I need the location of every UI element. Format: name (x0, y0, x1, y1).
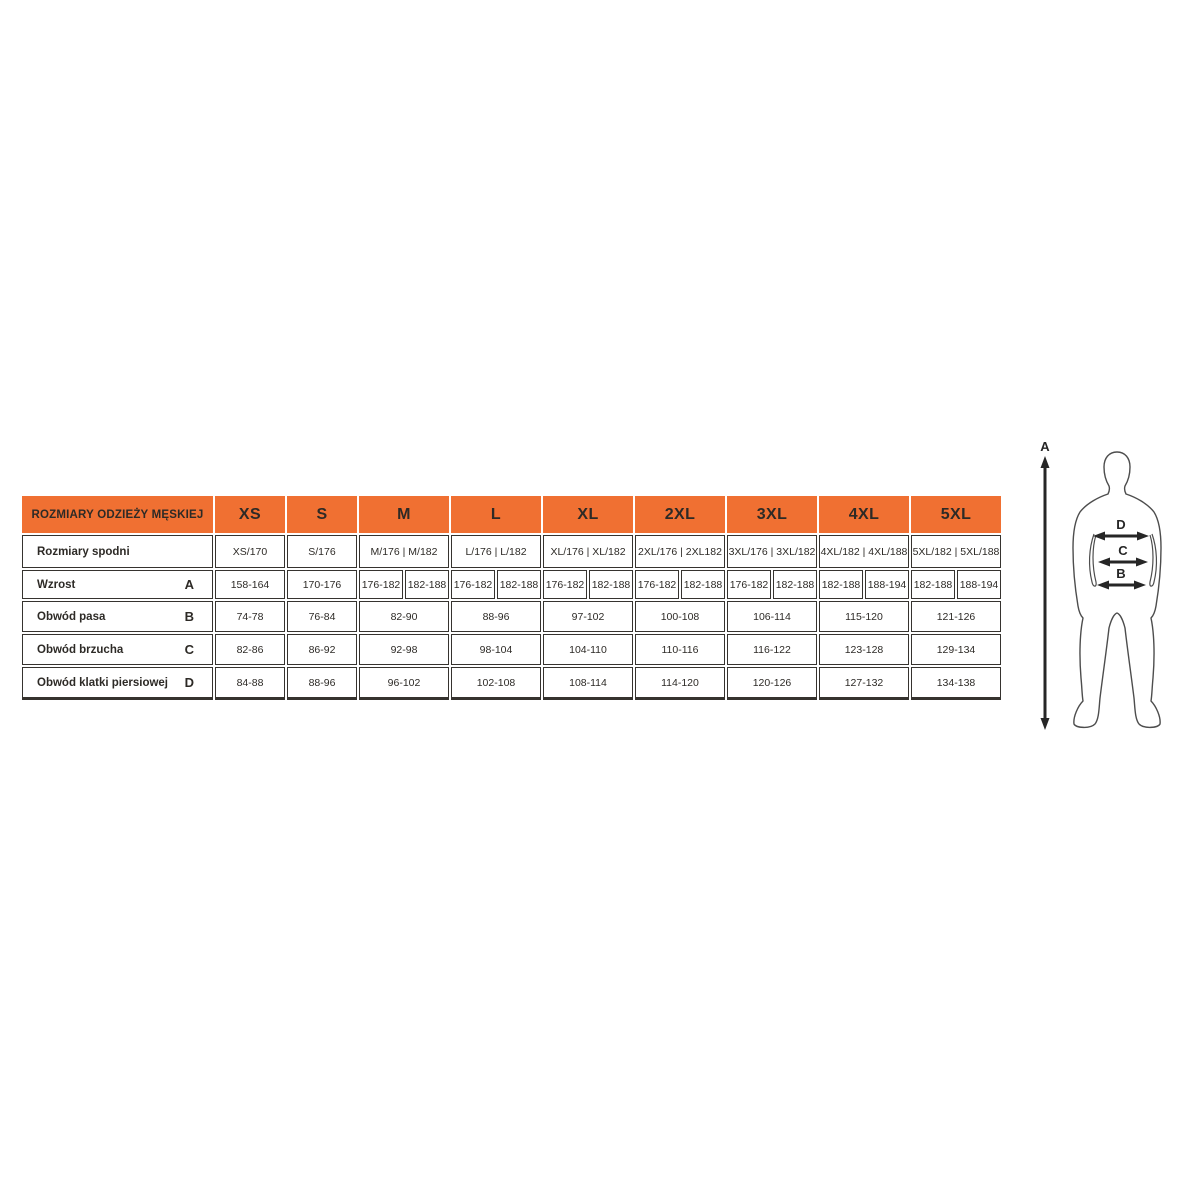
size-cell: 129-134 (911, 634, 1001, 665)
size-cell: 182-188 (405, 570, 449, 599)
size-cell: 127-132 (819, 667, 909, 700)
size-cell: 182-188 (497, 570, 541, 599)
size-cell: XL/176 | XL/182 (543, 535, 633, 568)
size-cell: 100-108 (635, 601, 725, 632)
size-cell: 176-182 (727, 570, 771, 599)
size-cell: S/176 (287, 535, 357, 568)
size-cell: 120-126 (727, 667, 817, 700)
left-hand-line (1088, 533, 1097, 587)
measure-letter: B (184, 609, 194, 624)
size-cell: 114-120 (635, 667, 725, 700)
height-arrow-a: A (1040, 439, 1050, 730)
size-cell: 123-128 (819, 634, 909, 665)
size-cell: 106-114 (727, 601, 817, 632)
height-arrow-label: A (1040, 439, 1050, 454)
measure-letter: D (184, 675, 194, 690)
row-label-cell: Wzrost A (22, 570, 213, 599)
row-label: Obwód brzucha (37, 643, 124, 656)
size-cell: 170-176 (287, 570, 357, 599)
size-header-4xl: 4XL (819, 496, 909, 533)
size-cell: 74-78 (215, 601, 285, 632)
size-cell: 176-182 (451, 570, 495, 599)
size-cell: M/176 | M/182 (359, 535, 449, 568)
size-cell: 82-86 (215, 634, 285, 665)
size-cell: 158-164 (215, 570, 285, 599)
size-header-l: L (451, 496, 541, 533)
row-belly: Obwód brzucha C 82-86 86-92 92-98 98-104… (22, 634, 1001, 665)
size-header-xl: XL (543, 496, 633, 533)
waist-arrow-b: B (1097, 566, 1146, 590)
row-waist: Obwód pasa B 74-78 76-84 82-90 88-96 97-… (22, 601, 1001, 632)
size-cell: 96-102 (359, 667, 449, 700)
size-cell: 88-96 (451, 601, 541, 632)
size-cell: 98-104 (451, 634, 541, 665)
chest-arrow-d: D (1093, 517, 1149, 541)
row-height: Wzrost A 158-164 170-176 176-182 182-188… (22, 570, 1001, 599)
size-cell: 182-188 (773, 570, 817, 599)
size-cell: 84-88 (215, 667, 285, 700)
size-cell: 2XL/176 | 2XL182 (635, 535, 725, 568)
size-cell: 188-194 (865, 570, 909, 599)
size-figure-svg: A D C B (1040, 439, 1162, 730)
table-header-row: ROZMIARY ODZIEŻY MĘSKIEJ XS S M L XL 2XL… (22, 496, 1001, 533)
size-cell: 4XL/182 | 4XL/188 (819, 535, 909, 568)
size-cell: 88-96 (287, 667, 357, 700)
measurement-figure: A D C B (1030, 436, 1180, 746)
belly-arrow-label: C (1118, 543, 1128, 558)
size-cell: XS/170 (215, 535, 285, 568)
size-cell: 188-194 (957, 570, 1001, 599)
row-chest: Obwód klatki piersiowej D 84-88 88-96 96… (22, 667, 1001, 700)
size-cell: 97-102 (543, 601, 633, 632)
row-label-cell: Obwód brzucha C (22, 634, 213, 665)
size-header-2xl: 2XL (635, 496, 725, 533)
size-cell: 182-188 (911, 570, 955, 599)
size-cell: 92-98 (359, 634, 449, 665)
row-label-cell: Rozmiary spodni (22, 535, 213, 568)
row-label: Wzrost (37, 578, 76, 591)
row-label: Obwód klatki piersiowej (37, 676, 169, 689)
chest-arrow-label: D (1116, 517, 1125, 532)
size-cell: 182-188 (589, 570, 633, 599)
size-cell: 102-108 (451, 667, 541, 700)
size-chart-table: ROZMIARY ODZIEŻY MĘSKIEJ XS S M L XL 2XL… (20, 494, 1003, 702)
measure-letter: C (184, 642, 194, 657)
table-title-cell: ROZMIARY ODZIEŻY MĘSKIEJ (22, 496, 213, 533)
row-label: Obwód pasa (37, 610, 106, 623)
size-header-s: S (287, 496, 357, 533)
size-header-xs: XS (215, 496, 285, 533)
man-outline-icon (1072, 451, 1162, 729)
size-header-m: M (359, 496, 449, 533)
size-cell: 176-182 (543, 570, 587, 599)
size-cell: L/176 | L/182 (451, 535, 541, 568)
size-cell: 176-182 (635, 570, 679, 599)
size-cell: 115-120 (819, 601, 909, 632)
size-cell: 76-84 (287, 601, 357, 632)
size-cell: 176-182 (359, 570, 403, 599)
size-header-3xl: 3XL (727, 496, 817, 533)
size-cell: 182-188 (681, 570, 725, 599)
size-cell: 110-116 (635, 634, 725, 665)
size-cell: 86-92 (287, 634, 357, 665)
right-hand-line (1149, 533, 1158, 587)
size-cell: 121-126 (911, 601, 1001, 632)
size-header-5xl: 5XL (911, 496, 1001, 533)
row-label-cell: Obwód pasa B (22, 601, 213, 632)
waist-arrow-label: B (1116, 566, 1125, 581)
measure-letter: A (184, 577, 194, 592)
row-label: Rozmiary spodni (37, 545, 130, 558)
belly-arrow-c: C (1098, 543, 1148, 567)
size-cell: 104-110 (543, 634, 633, 665)
size-cell: 182-188 (819, 570, 863, 599)
size-cell: 82-90 (359, 601, 449, 632)
size-cell: 3XL/176 | 3XL/182 (727, 535, 817, 568)
size-cell: 5XL/182 | 5XL/188 (911, 535, 1001, 568)
size-cell: 108-114 (543, 667, 633, 700)
row-trouser-sizes: Rozmiary spodni XS/170 S/176 M/176 | M/1… (22, 535, 1001, 568)
size-cell: 134-138 (911, 667, 1001, 700)
row-label-cell: Obwód klatki piersiowej D (22, 667, 213, 700)
size-cell: 116-122 (727, 634, 817, 665)
